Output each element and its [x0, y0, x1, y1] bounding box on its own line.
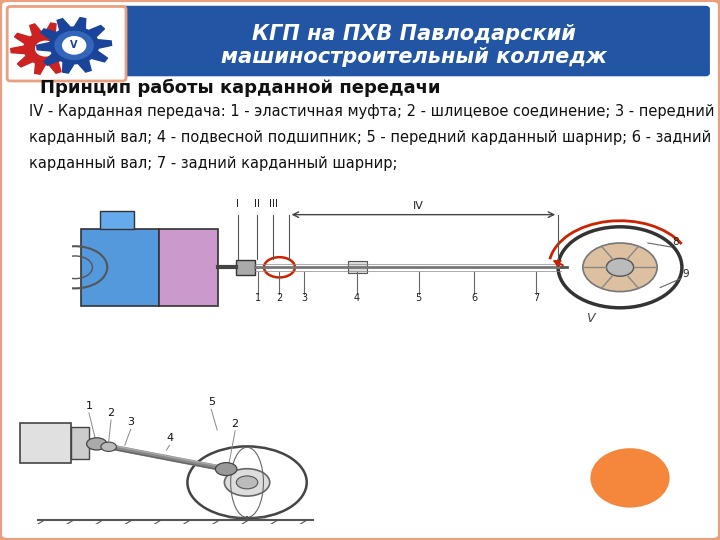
FancyBboxPatch shape — [119, 6, 709, 76]
FancyBboxPatch shape — [158, 229, 217, 306]
Circle shape — [63, 37, 85, 53]
FancyBboxPatch shape — [81, 229, 158, 306]
Text: IV: IV — [413, 200, 424, 211]
Polygon shape — [11, 23, 80, 74]
Text: 6: 6 — [472, 293, 477, 302]
Circle shape — [86, 438, 107, 450]
Text: 9: 9 — [682, 269, 688, 279]
Circle shape — [63, 37, 86, 54]
Text: карданный вал; 7 - задний карданный шарнир;: карданный вал; 7 - задний карданный шарн… — [29, 156, 397, 171]
Circle shape — [582, 243, 657, 292]
Circle shape — [590, 448, 670, 508]
FancyBboxPatch shape — [71, 427, 89, 459]
Text: 3: 3 — [301, 293, 307, 302]
Text: 5: 5 — [208, 397, 215, 407]
FancyBboxPatch shape — [20, 423, 71, 463]
Circle shape — [225, 469, 270, 496]
Text: 1: 1 — [86, 401, 92, 410]
Text: Принцип работы карданной передачи: Принцип работы карданной передачи — [40, 78, 440, 97]
Circle shape — [36, 41, 55, 56]
Text: V: V — [586, 312, 595, 325]
Text: карданный вал; 4 - подвесной подшипник; 5 - передний карданный шарнир; 6 - задни: карданный вал; 4 - подвесной подшипник; … — [29, 130, 711, 145]
Circle shape — [54, 30, 94, 60]
FancyBboxPatch shape — [100, 211, 134, 229]
Text: 1: 1 — [255, 293, 261, 302]
Text: 2: 2 — [232, 418, 239, 429]
Text: 5: 5 — [415, 293, 422, 302]
Polygon shape — [37, 18, 112, 73]
Text: 3: 3 — [127, 417, 134, 427]
Text: машиностроительный колледж: машиностроительный колледж — [221, 46, 607, 67]
Text: 2: 2 — [107, 408, 114, 418]
Circle shape — [236, 476, 258, 489]
FancyBboxPatch shape — [7, 6, 126, 81]
Text: КГП на ПХВ Павлодарский: КГП на ПХВ Павлодарский — [252, 24, 576, 44]
Text: I: I — [236, 199, 240, 208]
Text: 7: 7 — [534, 293, 539, 302]
Text: II: II — [253, 199, 259, 208]
Text: 4: 4 — [166, 433, 173, 443]
Text: 4: 4 — [354, 293, 360, 302]
Text: III: III — [269, 199, 278, 208]
Text: IV - Карданная передача: 1 - эластичная муфта; 2 - шлицевое соединение; 3 - пере: IV - Карданная передача: 1 - эластичная … — [29, 104, 714, 119]
Text: V: V — [71, 40, 78, 50]
FancyBboxPatch shape — [348, 261, 367, 273]
Circle shape — [215, 463, 237, 476]
Circle shape — [606, 258, 634, 276]
FancyBboxPatch shape — [236, 260, 255, 275]
Circle shape — [101, 442, 117, 451]
Text: 8: 8 — [672, 237, 679, 247]
Text: 2: 2 — [276, 293, 282, 302]
